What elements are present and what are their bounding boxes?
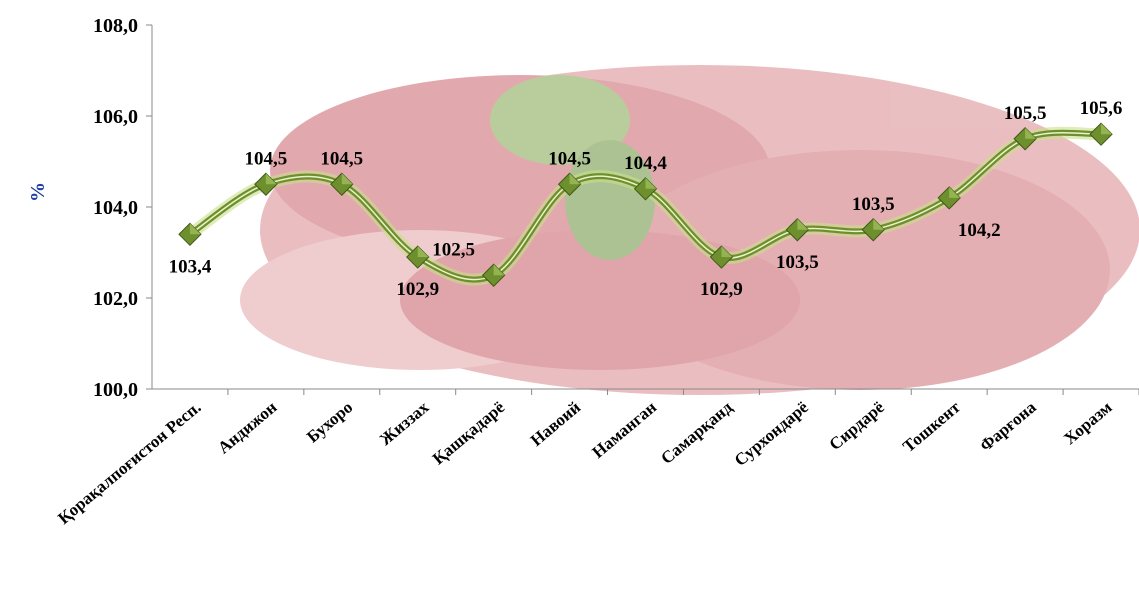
x-tick-label: Тошкент	[899, 397, 964, 456]
y-tick-label: 104,0	[93, 197, 138, 219]
x-tick-label: Жиззах	[376, 397, 433, 449]
data-label: 105,6	[1080, 98, 1123, 119]
data-label: 102,9	[396, 279, 439, 300]
data-label: 105,5	[1004, 103, 1047, 124]
marker-shine	[265, 173, 277, 185]
x-tick-label: Андижон	[214, 397, 281, 457]
background-photo	[240, 65, 1139, 395]
x-tick-label: Наманган	[588, 397, 660, 462]
marker-shine	[873, 218, 885, 230]
x-tick-label: Қорақалпоғистон Респ.	[54, 398, 204, 528]
marker-shine	[493, 264, 505, 276]
data-label: 104,4	[624, 153, 667, 174]
marker-shine	[721, 246, 733, 258]
marker-shine	[1025, 127, 1037, 139]
x-tick-label: Навоий	[527, 397, 584, 450]
y-tick-label: 106,0	[93, 106, 138, 128]
marker-shine	[797, 218, 809, 230]
x-tick-label: Бухоро	[303, 398, 356, 447]
marker-shine	[1101, 123, 1113, 135]
x-tick-label: Сурхондарё	[731, 397, 813, 470]
x-tick-label: Фарғона	[976, 397, 1040, 455]
x-tick-label: Самарқанд	[657, 397, 736, 468]
marker-shine	[949, 186, 961, 198]
data-label: 104,5	[245, 148, 288, 169]
data-label: 103,5	[776, 252, 819, 273]
y-tick-label: 102,0	[93, 288, 138, 310]
y-tick-label: 100,0	[93, 379, 138, 401]
data-label: 104,5	[320, 148, 363, 169]
data-label: 102,5	[432, 239, 475, 260]
data-label: 102,9	[700, 279, 743, 300]
marker-shine	[341, 173, 353, 185]
marker-shine	[645, 177, 657, 189]
data-label: 104,2	[958, 220, 1001, 241]
marker-shine	[189, 223, 201, 235]
data-label: 104,5	[548, 148, 591, 169]
x-tick-label: Қашқадарё	[429, 397, 509, 468]
data-label: 103,4	[169, 256, 212, 277]
x-tick-label: Сирдарё	[826, 397, 889, 454]
y-axis-title: %	[27, 182, 49, 202]
marker-shine	[569, 173, 581, 185]
y-tick-label: 108,0	[93, 15, 138, 37]
marker-shine	[417, 246, 429, 258]
data-label: 103,5	[852, 194, 895, 215]
x-tick-label: Хоразм	[1060, 397, 1116, 448]
